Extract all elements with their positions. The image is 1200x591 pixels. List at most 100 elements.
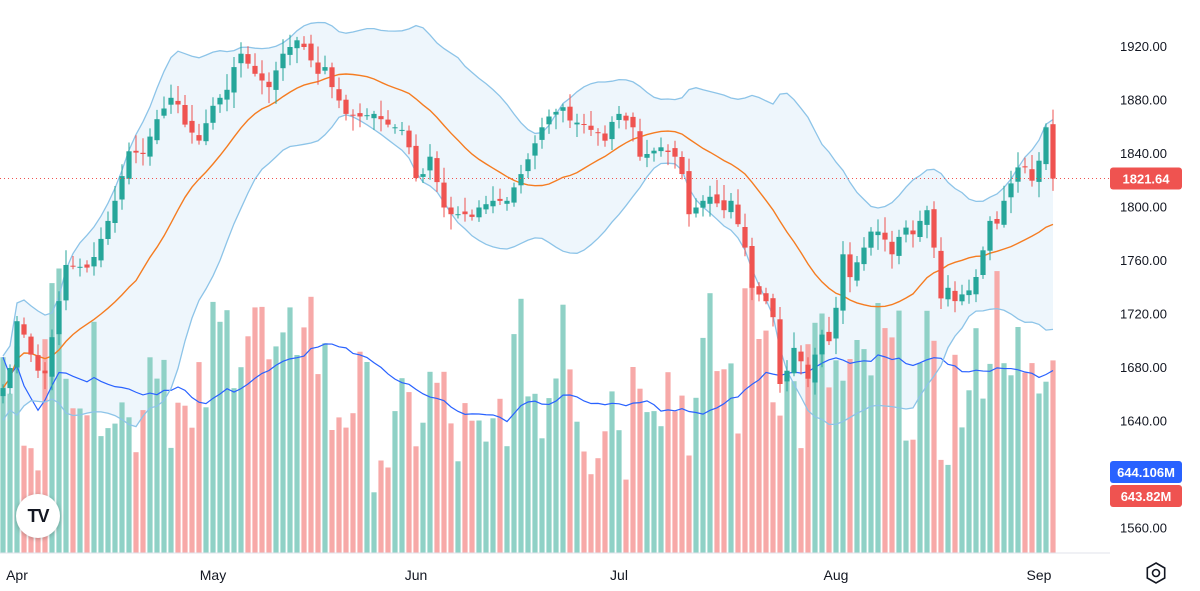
candle[interactable] [224,74,230,112]
candle[interactable] [21,317,27,338]
candle[interactable] [364,108,370,120]
candle[interactable] [686,158,692,227]
candle[interactable] [217,94,223,113]
candle[interactable] [539,117,545,149]
candle[interactable] [959,284,965,306]
candle[interactable] [791,332,797,377]
candle[interactable] [91,242,97,276]
candle[interactable] [917,210,923,242]
candle[interactable] [126,142,132,185]
candle[interactable] [665,144,671,166]
candle[interactable] [623,112,629,130]
candle[interactable] [84,260,90,273]
candle[interactable] [175,86,181,114]
candle[interactable] [203,109,209,146]
candle[interactable] [441,167,447,218]
candle[interactable] [294,36,300,64]
candle[interactable] [119,164,125,210]
candle[interactable] [210,97,216,130]
candle[interactable] [231,57,237,108]
candle[interactable] [644,139,650,168]
candle[interactable] [924,205,930,239]
candle[interactable] [966,279,972,304]
candle[interactable] [840,241,846,324]
candle[interactable] [700,195,706,217]
candle[interactable] [434,151,440,192]
candle[interactable] [1029,155,1035,187]
candle[interactable] [868,227,874,256]
candle[interactable] [826,316,832,345]
candle[interactable] [525,153,531,178]
candle[interactable] [945,275,951,307]
candle[interactable] [1043,123,1049,170]
candle[interactable] [105,211,111,245]
candle[interactable] [287,34,293,66]
candle[interactable] [511,182,517,207]
candle[interactable] [280,39,286,81]
candle[interactable] [490,186,496,214]
candle[interactable] [42,362,48,390]
candle[interactable] [560,103,566,123]
candle[interactable] [1036,152,1042,198]
candle[interactable] [854,256,860,287]
candle[interactable] [567,94,573,128]
candle[interactable] [749,237,755,301]
candle[interactable] [196,123,202,145]
candle[interactable] [672,140,678,169]
candle[interactable] [735,189,741,227]
candle[interactable] [896,229,902,265]
candle[interactable] [259,60,265,95]
candle[interactable] [504,197,510,211]
candle[interactable] [658,137,664,157]
candle[interactable] [70,256,76,270]
candle[interactable] [581,113,587,134]
candle[interactable] [378,100,384,132]
candle[interactable] [973,269,979,303]
candle[interactable] [756,282,762,302]
candle[interactable] [35,344,41,378]
candle[interactable] [910,220,916,248]
candle[interactable] [476,200,482,222]
candle[interactable] [819,329,825,368]
candle[interactable] [273,61,279,104]
candle[interactable] [329,62,335,99]
candle[interactable] [455,206,461,219]
candle[interactable] [770,293,776,327]
candle[interactable] [994,211,1000,230]
candle[interactable] [315,46,321,85]
candle[interactable] [742,213,748,257]
candle[interactable] [553,108,559,130]
candle[interactable] [413,134,419,182]
candle[interactable] [357,103,363,128]
candle[interactable] [616,106,622,129]
candle[interactable] [420,168,426,183]
candle[interactable] [861,237,867,271]
candle[interactable] [679,151,685,180]
candle[interactable] [812,347,818,395]
candle[interactable] [602,125,608,147]
settings-icon[interactable] [1143,560,1169,586]
candle[interactable] [1022,157,1028,174]
candle[interactable] [805,357,811,388]
candle[interactable] [875,219,881,250]
candle[interactable] [147,128,153,166]
candle[interactable] [406,125,412,155]
candle[interactable] [448,196,454,230]
candle[interactable] [693,198,699,218]
candle[interactable] [721,185,727,219]
tradingview-logo[interactable]: TV [16,494,60,538]
candle[interactable] [322,55,328,75]
candle[interactable] [630,112,636,142]
candle[interactable] [469,209,475,221]
candle[interactable] [1008,170,1014,214]
candle[interactable] [154,109,160,145]
candle[interactable] [427,144,433,180]
candle[interactable] [847,242,853,293]
candle[interactable] [714,179,720,208]
candle[interactable] [385,110,391,128]
candle[interactable] [182,95,188,128]
candle[interactable] [882,217,888,252]
candle[interactable] [56,291,62,346]
candle[interactable] [588,111,594,136]
candle[interactable] [987,216,993,261]
